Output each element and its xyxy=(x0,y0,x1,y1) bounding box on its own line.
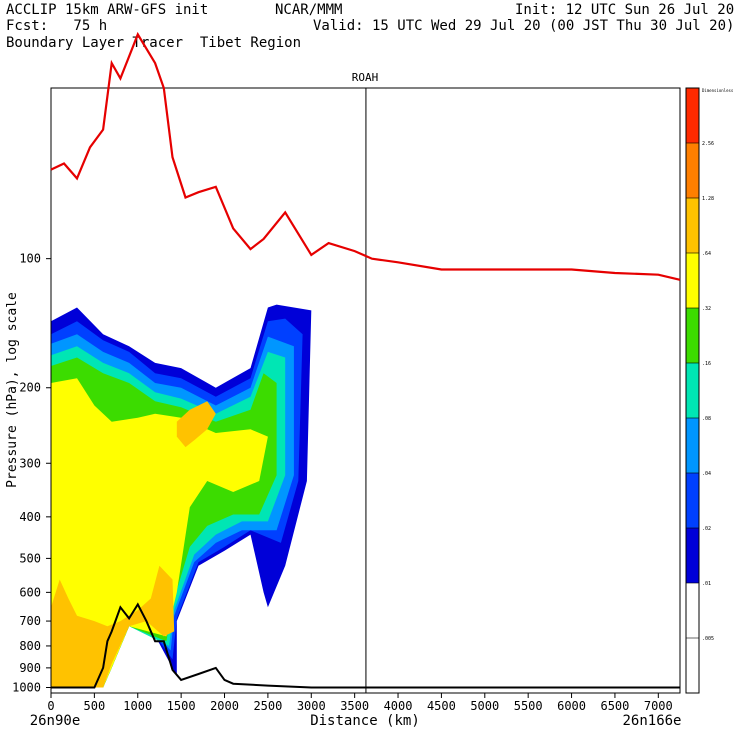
colorbar-swatch xyxy=(686,143,699,198)
y-tick-label: 400 xyxy=(19,510,41,524)
x-tick-label: 6500 xyxy=(600,699,629,713)
y-tick-label: 300 xyxy=(19,456,41,470)
right-endpoint: 26n166e xyxy=(622,713,681,729)
colorbar-level-label: .08 xyxy=(702,416,711,422)
colorbar-level-label: .005 xyxy=(702,636,714,642)
y-axis: 100 200 300 400 500 600 700 800 900 1000 xyxy=(12,252,51,694)
x-tick-label: 4500 xyxy=(427,699,456,713)
tracer-field xyxy=(51,304,312,688)
x-tick-label: 2000 xyxy=(210,699,239,713)
y-tick-label: 600 xyxy=(19,585,41,599)
colorbar: 2.56 1.28 .64 .32 .16 .08 .04 .02 .01 .005 Dimensi… xyxy=(685,87,734,694)
colorbar-units: Dimensionless xyxy=(702,88,734,93)
x-tick-label: 7000 xyxy=(644,699,673,713)
colorbar-level-label: .64 xyxy=(702,251,711,257)
colorbar-swatch xyxy=(686,583,699,638)
colorbar-frame xyxy=(685,87,700,694)
colorbar-level-label: .02 xyxy=(702,526,711,532)
colorbar-swatch xyxy=(686,638,699,693)
colorbar-swatch xyxy=(686,473,699,528)
y-axis-label: Pressure (hPa), log scale xyxy=(5,292,20,488)
tropopause-line xyxy=(50,31,681,281)
x-axis: 0 500 1000 1500 2000 2500 3000 3500 4000 4500 5000… xyxy=(47,693,673,713)
header-title: ACCLIP 15km ARW-GFS init xyxy=(6,2,209,18)
colorbar-swatch xyxy=(686,308,699,363)
colorbar-swatch xyxy=(686,418,699,473)
header-subtitle: Boundary Layer Tracer Tibet Region xyxy=(6,35,302,51)
colorbar-level-label: .32 xyxy=(702,306,711,312)
colorbar-swatch xyxy=(686,528,699,583)
x-tick-label: 5000 xyxy=(470,699,499,713)
tracer-region-7 xyxy=(176,401,216,448)
y-tick-label: 1000 xyxy=(12,680,41,694)
x-tick-label: 2500 xyxy=(253,699,282,713)
colorbar-level-label: .01 xyxy=(702,581,711,587)
x-tick-label: 3500 xyxy=(340,699,369,713)
header-fcst: Fcst: 75 h xyxy=(6,18,108,34)
colorbar-level-label: 2.56 xyxy=(702,141,714,147)
colorbar-level-label: 1.28 xyxy=(702,196,714,202)
left-endpoint: 26n90e xyxy=(30,713,81,729)
x-tick-label: 5500 xyxy=(514,699,543,713)
colorbar-swatch xyxy=(686,253,699,308)
x-tick-label: 1500 xyxy=(167,699,196,713)
colorbar-swatch xyxy=(686,198,699,253)
y-tick-label: 200 xyxy=(19,381,41,395)
colorbar-level-label: .04 xyxy=(702,471,711,477)
y-tick-label: 100 xyxy=(19,252,41,266)
x-axis-label: Distance (km) xyxy=(310,713,420,729)
y-tick-label: 800 xyxy=(19,639,41,653)
x-tick-label: 1000 xyxy=(123,699,152,713)
header-valid: Valid: 15 UTC Wed 29 Jul 20 (00 JST Thu … xyxy=(313,18,735,34)
terrain-line xyxy=(51,602,680,689)
y-tick-label: 500 xyxy=(19,551,41,565)
tracer-region-5 xyxy=(51,378,268,688)
x-tick-label: 6000 xyxy=(557,699,586,713)
y-tick-label: 700 xyxy=(19,614,41,628)
x-tick-label: 500 xyxy=(84,699,106,713)
chart-title: ROAH xyxy=(352,71,379,84)
header-init: Init: 12 UTC Sun 26 Jul 20 xyxy=(515,2,735,18)
colorbar-swatch xyxy=(686,363,699,418)
x-tick-label: 4000 xyxy=(384,699,413,713)
header-center: NCAR/MMM xyxy=(275,2,343,18)
x-tick-label: 3000 xyxy=(297,699,326,713)
x-tick-label: 0 xyxy=(47,699,54,713)
colorbar-swatch xyxy=(686,88,699,143)
y-tick-label: 900 xyxy=(19,661,41,675)
colorbar-level-label: .16 xyxy=(702,361,711,367)
